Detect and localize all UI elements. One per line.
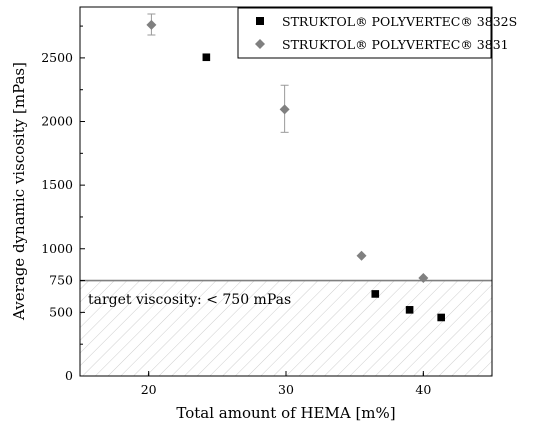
data-point-3832s — [405, 306, 414, 314]
x-axis-tick-labels: 20 30 40 — [141, 382, 432, 397]
y-tick-label: 0 — [65, 368, 73, 383]
data-points — [146, 19, 445, 322]
y-axis-title: Average dynamic viscosity [mPas] — [10, 62, 28, 321]
legend-box — [237, 7, 492, 59]
x-tick-label: 20 — [141, 382, 157, 397]
threshold-annotation: target viscosity: < 750 mPas — [88, 292, 291, 308]
legend: STRUKTOL® POLYVERTEC® 3832S STRUKTOL® PO… — [237, 7, 517, 59]
data-point-3831 — [418, 273, 429, 284]
x-tick-label: 40 — [415, 382, 431, 397]
y-tick-label: 1500 — [41, 177, 73, 192]
legend-label-3832s: STRUKTOL® POLYVERTEC® 3832S — [282, 14, 517, 29]
x-tick-label: 30 — [278, 382, 294, 397]
y-axis-tick-labels: 0 500 750 1000 1500 2000 2500 — [41, 50, 73, 383]
data-point-3831 — [356, 250, 367, 261]
data-point-3832s — [437, 313, 445, 322]
y-tick-label: 2500 — [41, 50, 73, 65]
x-axis-title: Total amount of HEMA [m%] — [176, 404, 395, 422]
data-point-3832s — [371, 290, 380, 298]
y-tick-label: 1000 — [41, 241, 73, 256]
y-tick-label: 750 — [49, 273, 73, 288]
legend-marker-square — [256, 17, 264, 25]
threshold-region — [80, 279, 492, 376]
data-point-3831 — [279, 104, 290, 115]
y-tick-label: 2000 — [41, 114, 73, 129]
legend-label-3831: STRUKTOL® POLYVERTEC® 3831 — [282, 37, 509, 52]
legend-marker-diamond — [255, 39, 265, 49]
axis-ticks — [80, 25, 424, 377]
data-point-3832s — [202, 53, 211, 62]
y-tick-label: 500 — [49, 304, 73, 319]
threshold-hatch-area — [80, 280, 492, 376]
data-point-3831 — [146, 19, 157, 30]
